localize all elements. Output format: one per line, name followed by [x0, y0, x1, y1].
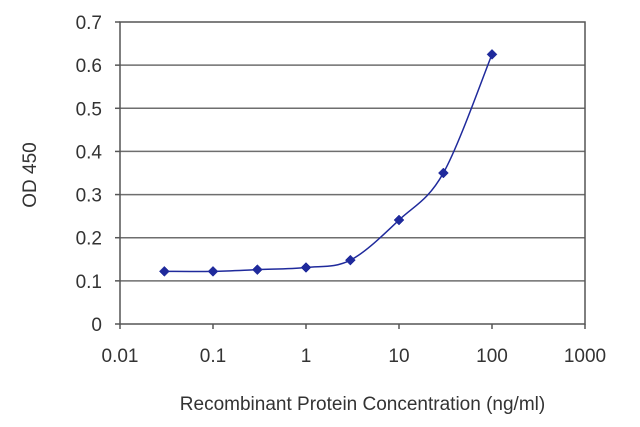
y-tick-label: 0.4: [76, 142, 103, 163]
data-point: [300, 262, 312, 273]
data-point: [252, 264, 263, 275]
data-point: [438, 167, 449, 179]
data-point: [393, 214, 405, 226]
y-tick-label: 0.6: [76, 56, 102, 77]
y-tick-label: 0.2: [76, 229, 102, 250]
x-axis-title: Recombinant Protein Concentration (ng/ml…: [180, 394, 545, 415]
y-tick-label: 0.1: [76, 272, 102, 293]
data-point: [345, 254, 356, 266]
x-tick-label: 10: [388, 346, 409, 367]
series-layer: [159, 49, 498, 277]
series-line: [164, 54, 493, 273]
y-tick-label: 0.5: [76, 99, 102, 120]
x-tick-label: 0.01: [102, 346, 139, 367]
grid-layer: [120, 64, 585, 282]
x-axis-ticks: 0.01 0.1 1 10 100 1000: [102, 324, 606, 367]
x-tick-label: 1000: [564, 346, 606, 367]
plot-area: [119, 21, 586, 325]
y-axis-ticks: 0 0.1 0.2 0.3 0.4 0.5 0.6 0.7: [76, 13, 120, 336]
x-tick-label: 1: [301, 346, 312, 367]
data-point: [159, 266, 170, 277]
x-tick-label: 100: [476, 346, 508, 367]
y-tick-label: 0: [91, 315, 102, 336]
data-point: [486, 49, 498, 60]
y-tick-label: 0.7: [76, 13, 102, 34]
data-point: [207, 266, 219, 277]
y-axis-title: OD 450: [20, 142, 41, 207]
y-tick-label: 0.3: [76, 186, 102, 207]
x-tick-label: 0.1: [200, 346, 226, 367]
